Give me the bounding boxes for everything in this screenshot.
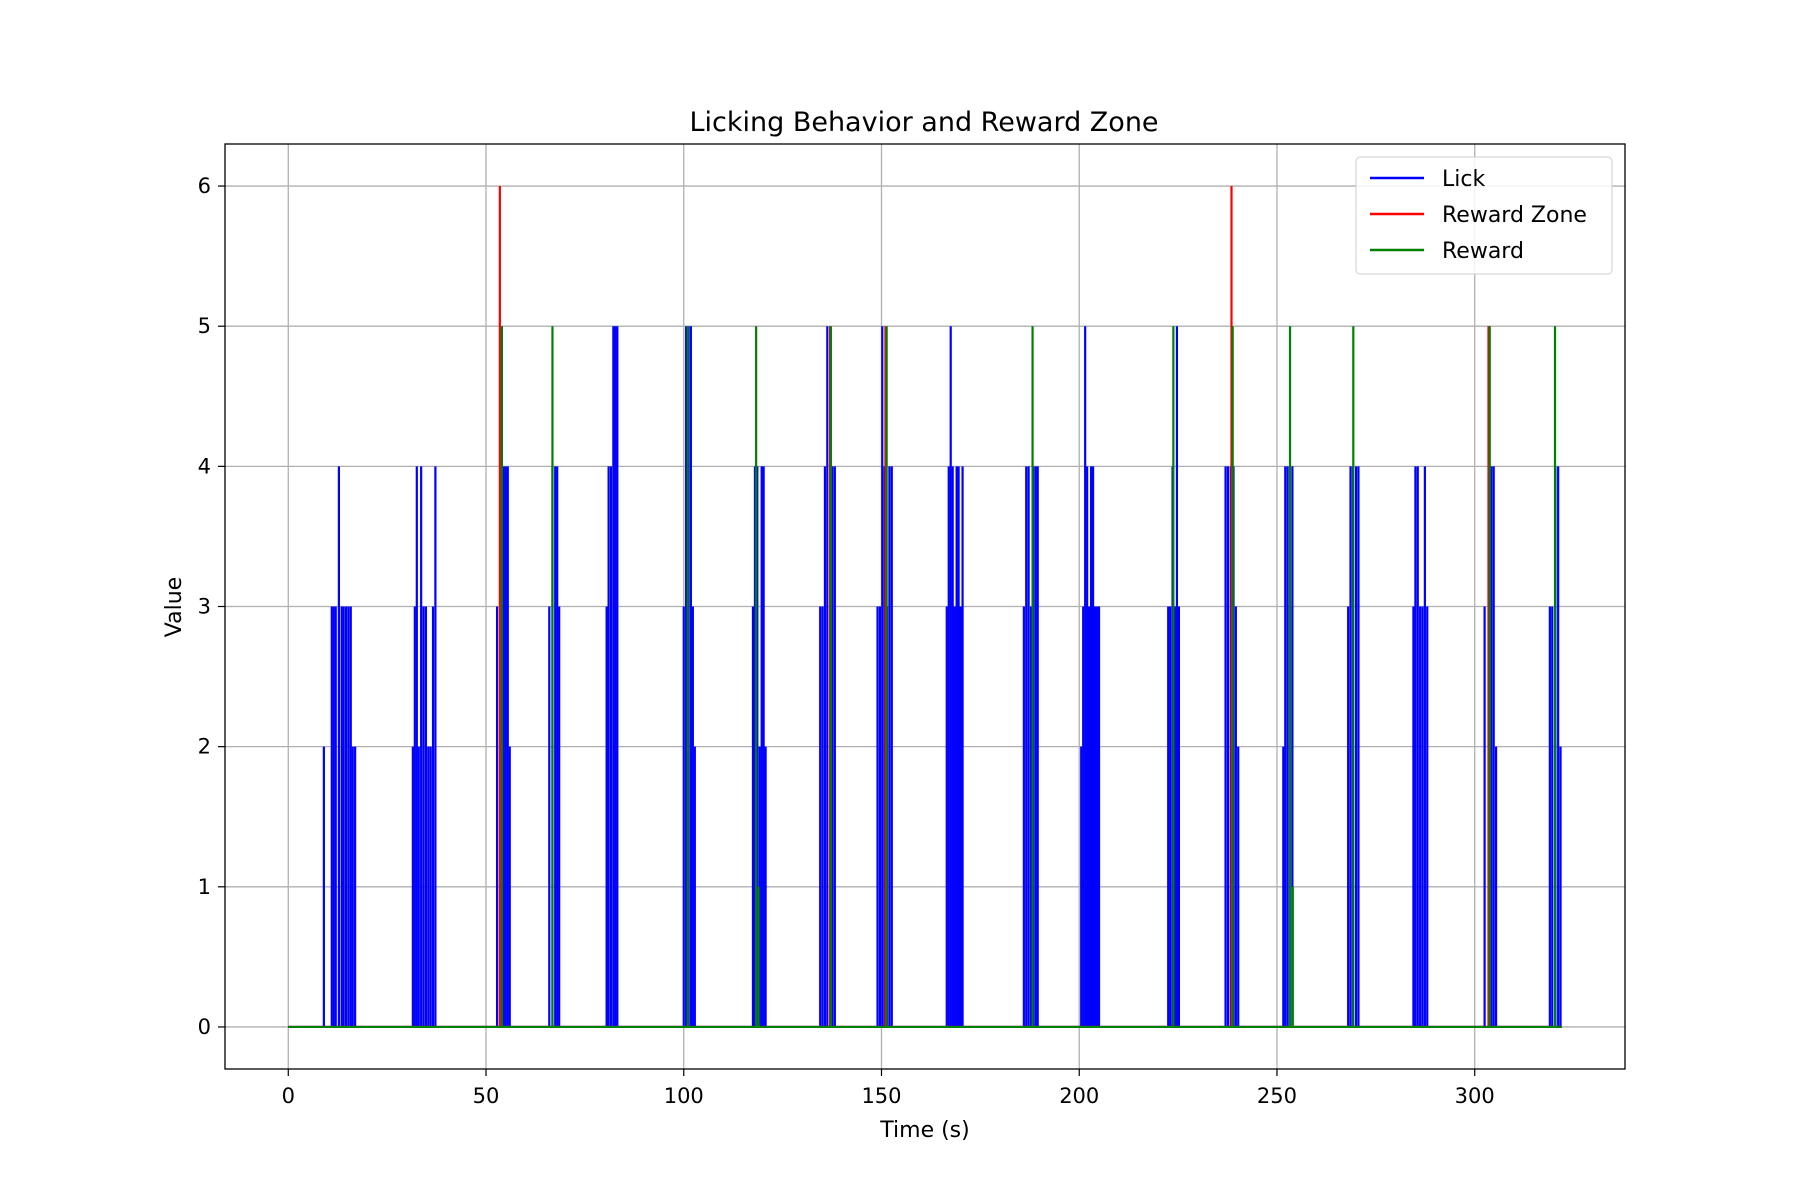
legend-label: Reward (1442, 239, 1524, 264)
y-axis-label: Value (162, 577, 187, 637)
x-tick-label: 0 (282, 1084, 295, 1108)
y-tick-label: 2 (198, 735, 211, 759)
x-tick-label: 50 (473, 1084, 500, 1108)
x-tick-label: 250 (1257, 1084, 1297, 1108)
legend-box (1355, 156, 1613, 275)
x-axis-label: Time (s) (879, 1118, 969, 1143)
x-tick-label: 100 (664, 1084, 704, 1108)
y-axis-ticks: 0 1 2 3 4 5 6 (198, 174, 225, 1039)
series-layer (288, 186, 1562, 1029)
x-tick-label: 300 (1455, 1084, 1495, 1108)
y-tick-label: 1 (198, 875, 211, 899)
series-lick (288, 326, 1562, 1029)
series-reward (288, 326, 1562, 1029)
chart-title: Licking Behavior and Reward Zone (689, 107, 1158, 138)
y-tick-label: 4 (198, 454, 211, 478)
x-tick-label: 150 (861, 1084, 901, 1108)
y-tick-label: 5 (198, 314, 211, 338)
y-tick-label: 6 (198, 174, 211, 198)
legend-label: Lick (1442, 167, 1485, 192)
legend-label: Reward Zone (1442, 203, 1587, 228)
x-axis-ticks: 0 50 100 150 200 250 300 (282, 1069, 1495, 1108)
x-tick-label: 200 (1059, 1084, 1099, 1108)
legend: Lick Reward Zone Reward (1355, 156, 1613, 275)
y-tick-label: 3 (198, 595, 211, 619)
y-tick-label: 0 (198, 1015, 211, 1039)
